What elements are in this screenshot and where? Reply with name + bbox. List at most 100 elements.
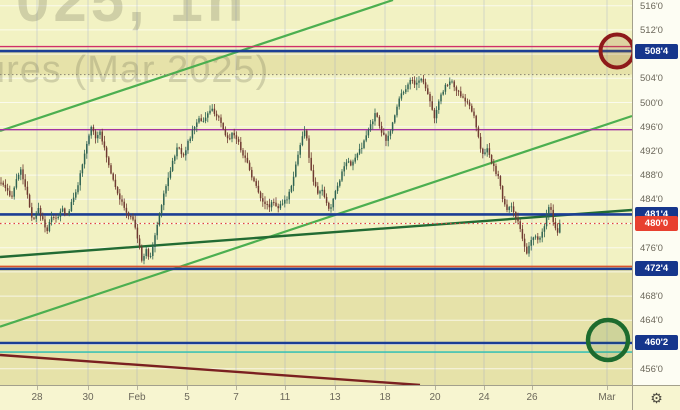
candle-body [59, 211, 62, 217]
candle-body [358, 148, 361, 154]
trendline[interactable] [0, 208, 632, 259]
candle-body [341, 171, 343, 181]
candle-body [11, 195, 13, 197]
candle-body [220, 117, 222, 123]
candle-body [130, 216, 132, 218]
candle-body [90, 126, 92, 136]
candle-body [20, 169, 22, 175]
candle-body [409, 80, 411, 85]
candle-body [136, 227, 139, 239]
trendline[interactable] [0, 0, 394, 133]
candle-body [165, 186, 167, 194]
candle-body [31, 207, 33, 218]
ellipse-drawing[interactable] [598, 32, 633, 70]
candle-body [369, 124, 372, 130]
candle-body [244, 155, 246, 158]
candlestick-series [0, 74, 561, 265]
candle-body [460, 91, 462, 97]
candle-body [471, 105, 473, 112]
candle-body [328, 202, 330, 209]
candle-body [141, 246, 143, 261]
candle-body [343, 166, 345, 172]
time-axis-tick [37, 386, 38, 390]
candle-body [405, 89, 407, 93]
candle-body [548, 207, 550, 215]
time-axis-tick [435, 386, 436, 390]
trendline[interactable] [0, 353, 421, 385]
candle-body [354, 157, 356, 162]
candle-body [297, 154, 299, 165]
candle-body [268, 204, 271, 208]
ellipse-drawing[interactable] [585, 317, 631, 363]
candle-body [301, 136, 304, 146]
time-axis-label: 20 [429, 392, 441, 403]
candle-body [101, 131, 103, 142]
candle-body [281, 203, 284, 205]
price-axis[interactable]: 516'0 512'0 504'0 500'0 496'0 492'0 488'0 484'0… [633, 0, 680, 385]
candle-body [455, 87, 458, 91]
time-axis[interactable]: 28 30 Feb 5 7 11 13 18 20 24 26 Mar [0, 386, 680, 410]
candle-body [123, 201, 125, 208]
candle-body [334, 191, 337, 199]
candle-body [121, 199, 123, 202]
candle-body [97, 135, 99, 139]
candle-body [191, 129, 194, 139]
candle-body [189, 138, 191, 141]
price-axis-label: 500'0 [640, 97, 663, 109]
candle-body [222, 122, 224, 130]
candle-body [132, 216, 134, 220]
candle-body [402, 92, 405, 94]
candle-body [442, 91, 444, 95]
candle-body [451, 81, 453, 83]
candle-body [345, 162, 348, 167]
candle-body [174, 156, 176, 161]
candle-body [257, 185, 260, 193]
candle-body [88, 135, 90, 144]
candle-body [387, 135, 389, 141]
candle-body [545, 214, 548, 227]
trendline[interactable] [0, 114, 632, 328]
candle-body [229, 138, 231, 140]
price-axis-label: 516'0 [640, 0, 663, 12]
candle-body [176, 147, 178, 157]
candle-body [363, 140, 365, 148]
candle-body [182, 154, 185, 156]
candle-body [308, 138, 310, 158]
candle-body [418, 80, 420, 83]
candle-body [332, 198, 334, 208]
candle-body [493, 163, 495, 166]
candle-body [46, 227, 48, 232]
candle-body [108, 157, 110, 166]
candle-body [325, 196, 328, 203]
candle-body [125, 207, 128, 213]
chart-pane[interactable]: 025, 1h ures (Mar 2025) [0, 0, 632, 385]
candle-body [497, 173, 499, 177]
candle-body [523, 238, 526, 247]
candle-body [319, 191, 321, 194]
candle-body [9, 190, 11, 196]
time-axis-label: 28 [31, 392, 43, 403]
candle-body [167, 177, 169, 187]
candle-body [99, 131, 101, 136]
candle-body [61, 208, 64, 212]
candle-body [178, 147, 180, 149]
candle-body [438, 101, 440, 110]
price-axis-label: 456'0 [640, 363, 663, 375]
candle-body [134, 219, 136, 228]
candle-body [103, 141, 106, 148]
candle-body [35, 213, 37, 219]
candle-body [336, 185, 339, 192]
candle-body [317, 186, 319, 194]
candle-body [215, 113, 218, 117]
candle-body [391, 122, 394, 132]
time-axis-tick [385, 386, 386, 390]
candle-body [486, 148, 488, 153]
settings-gear-icon[interactable]: ⚙ [650, 390, 663, 406]
candle-body [510, 206, 513, 208]
candle-body [420, 78, 422, 81]
axis-corner: ⚙ [633, 386, 680, 410]
candle-body [160, 205, 163, 214]
candle-body [352, 161, 354, 166]
candle-body [477, 127, 480, 137]
